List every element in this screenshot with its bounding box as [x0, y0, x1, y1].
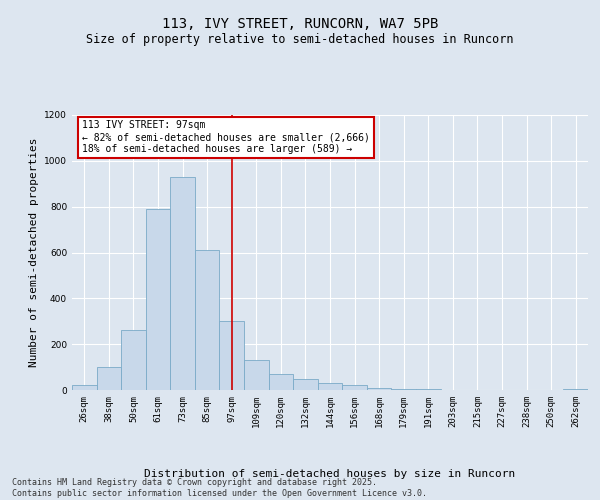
Bar — [563, 389, 588, 390]
Bar — [97, 367, 121, 390]
Bar — [170, 177, 195, 390]
Bar — [342, 386, 367, 390]
Text: 113, IVY STREET, RUNCORN, WA7 5PB: 113, IVY STREET, RUNCORN, WA7 5PB — [162, 18, 438, 32]
Bar — [391, 389, 416, 390]
Bar — [367, 388, 391, 390]
Bar — [293, 378, 318, 390]
Text: 113 IVY STREET: 97sqm
← 82% of semi-detached houses are smaller (2,666)
18% of s: 113 IVY STREET: 97sqm ← 82% of semi-deta… — [82, 120, 370, 154]
Y-axis label: Number of semi-detached properties: Number of semi-detached properties — [29, 138, 38, 367]
Bar — [72, 386, 97, 390]
Bar — [220, 322, 244, 390]
Bar — [244, 360, 269, 390]
Bar — [269, 374, 293, 390]
Bar — [146, 209, 170, 390]
Bar — [121, 330, 146, 390]
Text: Contains HM Land Registry data © Crown copyright and database right 2025.
Contai: Contains HM Land Registry data © Crown c… — [12, 478, 427, 498]
Text: Size of property relative to semi-detached houses in Runcorn: Size of property relative to semi-detach… — [86, 32, 514, 46]
X-axis label: Distribution of semi-detached houses by size in Runcorn: Distribution of semi-detached houses by … — [145, 469, 515, 479]
Bar — [195, 250, 220, 390]
Bar — [318, 383, 342, 390]
